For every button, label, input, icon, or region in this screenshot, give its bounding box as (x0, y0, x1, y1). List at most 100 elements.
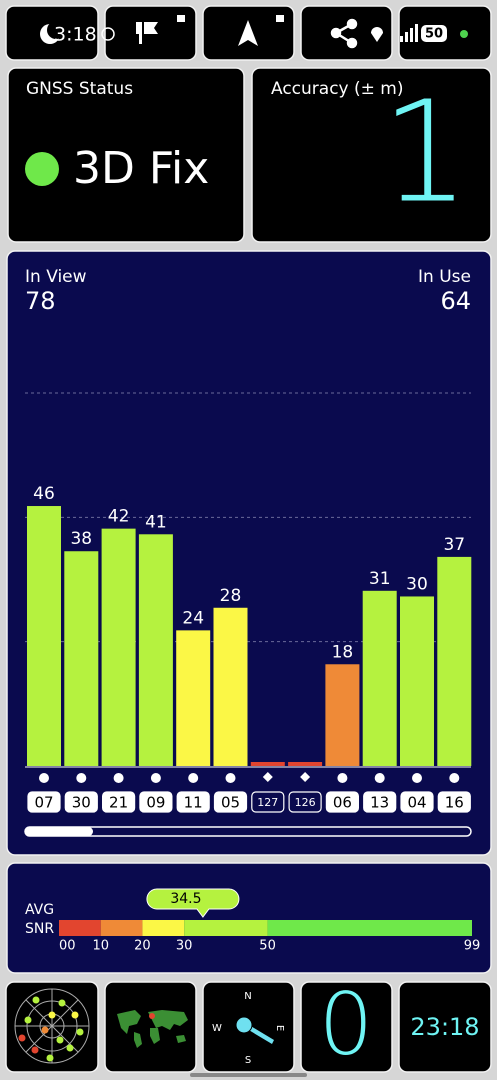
compass-needle (235, 1016, 253, 1034)
bar (138, 534, 173, 766)
status-icon (101, 27, 115, 41)
status-time: 3:18 (54, 24, 97, 46)
fix-status: 3D Fix (73, 143, 209, 194)
lock-icon (177, 15, 185, 22)
signal-icon (400, 24, 418, 42)
avg-bubble (146, 888, 240, 918)
satellite-id: 127 (257, 796, 278, 809)
scrollbar-thumb[interactable] (25, 827, 93, 836)
avg-label: AVG (25, 902, 54, 918)
accuracy-value: 1 (381, 72, 470, 235)
bar (176, 630, 211, 766)
snr-panel (6, 862, 492, 974)
home-indicator[interactable] (190, 1073, 307, 1077)
count-tile[interactable] (300, 981, 393, 1073)
satellite-id: 07 (34, 794, 53, 812)
bar (27, 506, 61, 766)
navigation-icon[interactable] (238, 20, 258, 46)
marker (449, 773, 460, 783)
satellite-id: 126 (295, 796, 316, 809)
bar-label: 42 (108, 507, 130, 527)
compass-east: E (274, 1025, 285, 1031)
in-use-label: In Use (418, 267, 471, 287)
snr-tick-label: 20 (134, 939, 151, 954)
id-box[interactable] (64, 791, 98, 813)
bar (325, 664, 360, 766)
marker (300, 772, 311, 782)
panel-label: Accuracy (± m) (271, 79, 404, 99)
id-box[interactable] (213, 791, 248, 813)
skyplot (14, 988, 90, 1064)
world-map (117, 1010, 188, 1048)
bar (362, 590, 397, 766)
satellite-id: 30 (72, 794, 91, 812)
bar-label: 31 (369, 569, 391, 589)
satellite-id: 16 (445, 794, 464, 812)
bar (213, 607, 248, 766)
id-box[interactable] (400, 791, 434, 813)
bar-label: 30 (406, 574, 428, 594)
snr-tick-label: 00 (59, 939, 76, 954)
location-icon (371, 27, 383, 42)
id-box[interactable] (176, 791, 210, 813)
bar-label: 18 (332, 642, 354, 662)
snr-band (142, 920, 185, 936)
moon-icon (47, 21, 65, 39)
battery-level: 50 (425, 27, 443, 42)
bar (101, 528, 136, 766)
marker (188, 773, 199, 783)
in-use-value: 64 (440, 287, 471, 315)
id-box[interactable] (251, 791, 285, 813)
count-value: 0 (319, 975, 374, 1075)
compass-west: W (212, 1023, 222, 1034)
map-tile[interactable] (104, 981, 197, 1073)
id-box[interactable] (27, 791, 61, 813)
id-box[interactable] (363, 791, 397, 813)
marker (113, 773, 124, 783)
in-view-label: In View (25, 267, 87, 287)
snr-band (59, 920, 101, 936)
flag-icon[interactable] (136, 22, 158, 44)
panel-label: GNSS Status (26, 79, 133, 99)
bar (437, 556, 472, 766)
marker (412, 773, 422, 783)
bar-label: 46 (33, 484, 55, 504)
id-box[interactable] (325, 791, 359, 813)
marker (76, 773, 87, 783)
marker (374, 773, 385, 783)
satellite-id: 04 (407, 794, 426, 812)
skyplot-satellites (18, 996, 84, 1062)
snr-band (100, 920, 143, 936)
share-icon[interactable] (330, 18, 358, 49)
id-box[interactable] (288, 791, 322, 813)
id-box[interactable] (437, 791, 471, 813)
bar-label: 28 (220, 586, 242, 606)
snr-tick-label: 30 (176, 939, 193, 954)
clock-tile[interactable] (398, 981, 492, 1073)
accuracy-panel (251, 67, 492, 243)
marker (262, 772, 273, 782)
id-box[interactable] (139, 791, 173, 813)
id-box[interactable] (101, 791, 136, 813)
tile[interactable] (300, 5, 393, 61)
satellite-id: 13 (370, 794, 389, 812)
bar-label: 24 (182, 608, 204, 628)
marker (39, 773, 49, 783)
clock: 23:18 (410, 1013, 479, 1041)
snr-bars: 46 07 38 30 42 21 41 09 24 11 28 05 127 126 18 06 31 13 30… (25, 392, 472, 813)
bar-stub (250, 762, 285, 766)
snr-tick-label: 99 (464, 939, 481, 954)
bar-label: 37 (443, 535, 465, 555)
bar-label: 38 (70, 529, 92, 549)
fix-indicator (25, 152, 59, 186)
marker (337, 773, 348, 783)
compass-north: N (244, 991, 251, 1002)
lock-icon (276, 15, 284, 22)
snr-tick-label: 10 (92, 939, 109, 954)
snr-band (267, 920, 472, 936)
satellite-id: 11 (184, 794, 203, 812)
satellite-id: 21 (109, 794, 128, 812)
snr-band (184, 920, 268, 936)
satellite-id: 05 (221, 794, 240, 812)
